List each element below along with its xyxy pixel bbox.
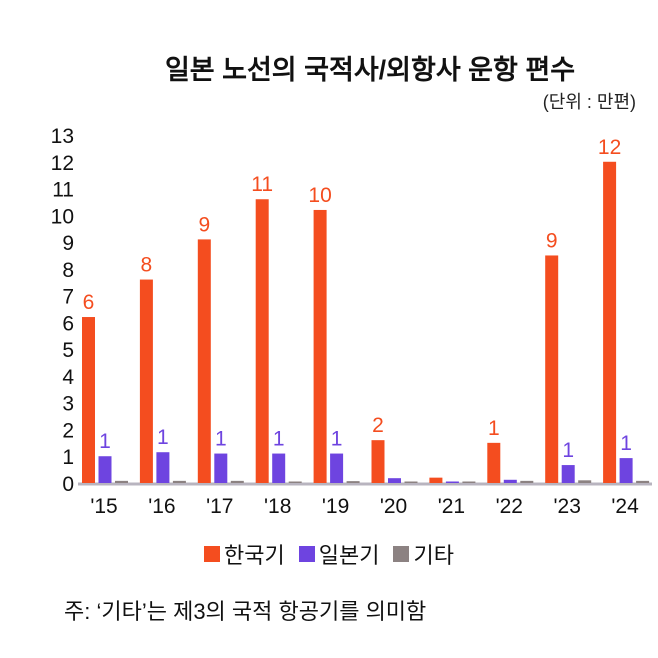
data-label: 6 [83, 291, 95, 314]
bar [429, 477, 443, 483]
bar [487, 442, 501, 483]
data-label: 9 [546, 229, 558, 252]
data-label: 12 [598, 136, 621, 159]
bar [603, 161, 617, 483]
bar [197, 239, 211, 483]
y-tick-label: 6 [62, 312, 74, 335]
data-label: 11 [251, 173, 273, 196]
x-tick-label: '20 [380, 495, 407, 518]
bar [214, 453, 228, 483]
bar [404, 481, 418, 483]
bar [98, 456, 112, 483]
data-label: 1 [620, 432, 632, 455]
bar [255, 199, 269, 483]
y-tick-label: 8 [62, 259, 74, 282]
bar [578, 480, 592, 483]
data-label: 1 [562, 439, 574, 462]
x-tick-label: '19 [322, 495, 349, 518]
bar [172, 480, 186, 483]
data-label: 1 [488, 417, 500, 440]
x-tick-label: '21 [438, 495, 465, 518]
legend-item-japanese: 일본기 [298, 538, 380, 570]
legend: 한국기 일본기 기타 [0, 538, 658, 570]
bar [346, 481, 360, 483]
data-label: 1 [273, 428, 285, 451]
y-tick-label: 9 [62, 232, 74, 255]
bar [139, 279, 153, 483]
legend-swatch [393, 546, 410, 562]
bar-chart: 01234567891011121361'1581'1691'17111'181… [51, 125, 652, 518]
bar [156, 452, 170, 483]
bar [545, 255, 559, 483]
bar [371, 440, 385, 483]
bar [330, 453, 344, 483]
data-label: 1 [215, 428, 227, 451]
bar [272, 453, 286, 483]
legend-label: 기타 [413, 543, 454, 568]
x-tick-label: '18 [264, 495, 291, 518]
data-label: 2 [372, 414, 384, 437]
data-label: 1 [157, 426, 169, 449]
unit-label: (단위 : 만편) [542, 92, 636, 112]
data-label: 9 [198, 213, 210, 236]
bar [288, 481, 302, 483]
legend-label: 한국기 [224, 543, 285, 568]
bar [619, 458, 633, 483]
x-tick-label: '23 [554, 495, 581, 518]
chart-title: 일본 노선의 국적사/외항사 운항 편수 [164, 55, 576, 85]
legend-swatch [204, 546, 221, 562]
x-tick-label: '16 [148, 495, 175, 518]
bar [503, 479, 517, 483]
bar [115, 480, 128, 483]
y-tick-label: 1 [62, 446, 74, 469]
x-tick-label: '24 [611, 495, 639, 518]
y-tick-label: 3 [62, 393, 74, 416]
x-tick-label: '15 [90, 495, 117, 518]
bar [445, 481, 459, 483]
bar [388, 478, 401, 483]
bar [636, 480, 650, 483]
data-label: 1 [331, 428, 343, 451]
y-tick-label: 10 [51, 205, 74, 228]
bar [520, 480, 534, 483]
bar [82, 317, 95, 483]
y-tick-label: 13 [51, 125, 74, 148]
legend-item-other: 기타 [393, 538, 454, 570]
data-label: 8 [141, 254, 153, 277]
bar [561, 465, 575, 483]
y-tick-label: 11 [52, 179, 74, 202]
bar [313, 209, 327, 483]
y-tick-label: 12 [51, 152, 74, 175]
y-tick-label: 4 [62, 366, 74, 389]
x-tick-label: '22 [496, 495, 523, 518]
legend-label: 일본기 [318, 543, 380, 568]
y-tick-label: 0 [62, 473, 74, 496]
legend-item-korean: 한국기 [204, 538, 285, 570]
bar [462, 481, 476, 483]
footnote: 주: ‘기타’는 제3의 국적 항공기를 의미함 [64, 599, 427, 624]
legend-swatch [298, 546, 315, 562]
y-tick-label: 2 [62, 419, 74, 442]
y-tick-label: 7 [62, 286, 74, 309]
y-tick-label: 5 [62, 339, 74, 362]
data-label: 10 [308, 184, 331, 207]
bar [230, 480, 244, 483]
x-tick-label: '17 [206, 495, 233, 518]
data-label: 1 [99, 430, 111, 453]
